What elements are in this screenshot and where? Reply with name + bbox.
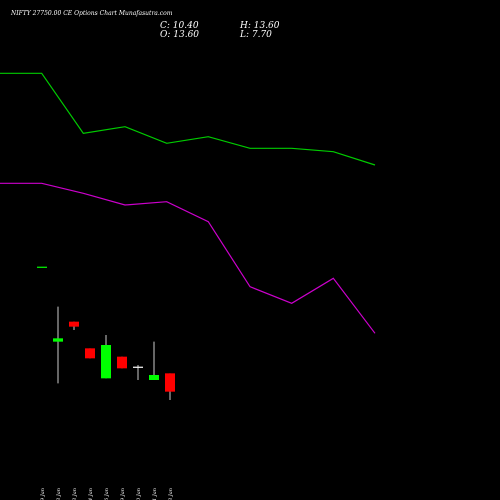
candle-body (37, 266, 47, 268)
indicator-line-1 (0, 72, 376, 166)
candle-9 (165, 373, 175, 400)
candle-body (69, 321, 79, 327)
x-tick-label: 16 Jan (104, 488, 110, 500)
indicator-lines (0, 72, 376, 334)
x-tick-label: 09 Jan (40, 488, 46, 500)
candle-body (101, 345, 111, 379)
candle-5 (101, 335, 111, 379)
x-tick-label: 14 Jan (88, 488, 94, 500)
x-tick-label: 21 Jan (152, 488, 158, 500)
ohlc-open: O: 13.60 (160, 30, 199, 40)
ohlc-low: L: 7.70 (239, 30, 272, 40)
x-tick-label: 23 Jan (168, 488, 174, 500)
x-axis-tick-labels: 09 Jan 13 Jan 13 Jan 14 Jan 16 Jan 19 Jan 20 J… (40, 488, 174, 500)
candle-body (165, 373, 175, 392)
x-tick-label: 19 Jan (120, 488, 126, 500)
candle-8 (149, 341, 159, 380)
candle-body (133, 366, 143, 368)
indicator-line-2 (0, 182, 376, 334)
candle-body (53, 338, 63, 342)
candle-body (85, 348, 95, 359)
x-tick-label: 13 Jan (56, 488, 62, 500)
candle-body (149, 375, 159, 380)
chart-title: NIFTY 27750.00 CE Options Chart Munafasu… (10, 10, 173, 17)
candles (37, 266, 175, 400)
ohlc-close: C: 10.40 (160, 21, 199, 31)
candle-6 (117, 356, 127, 369)
candle-body (117, 356, 127, 369)
candle-4 (85, 348, 95, 359)
candle-1 (37, 266, 47, 268)
candle-3 (69, 321, 79, 330)
candle-7 (133, 365, 143, 380)
ohlc-high: H: 13.60 (239, 21, 280, 31)
candle-2 (53, 306, 63, 384)
x-tick-label: 20 Jan (136, 488, 142, 500)
x-tick-label: 13 Jan (72, 488, 78, 500)
